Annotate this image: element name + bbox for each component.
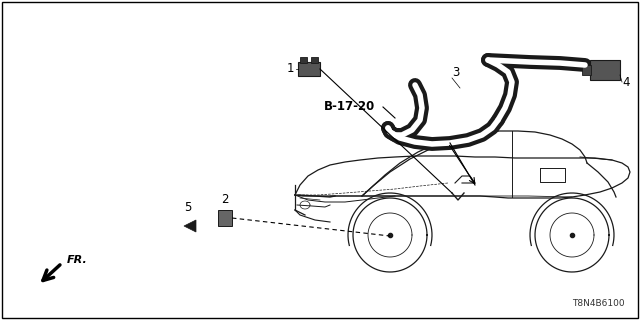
Bar: [582, 65, 591, 75]
Bar: [300, 57, 307, 63]
Text: 2: 2: [221, 193, 228, 206]
Text: T8N4B6100: T8N4B6100: [572, 299, 625, 308]
Text: FR.: FR.: [67, 255, 88, 265]
Text: 3: 3: [452, 67, 460, 79]
Text: 1: 1: [287, 62, 294, 76]
Text: 4: 4: [622, 76, 630, 89]
Bar: [590, 60, 620, 80]
Bar: [218, 210, 232, 226]
Bar: [298, 62, 320, 76]
Polygon shape: [184, 220, 196, 232]
Text: B-17-20: B-17-20: [324, 100, 375, 114]
Bar: [311, 57, 318, 63]
Text: 5: 5: [184, 201, 192, 214]
